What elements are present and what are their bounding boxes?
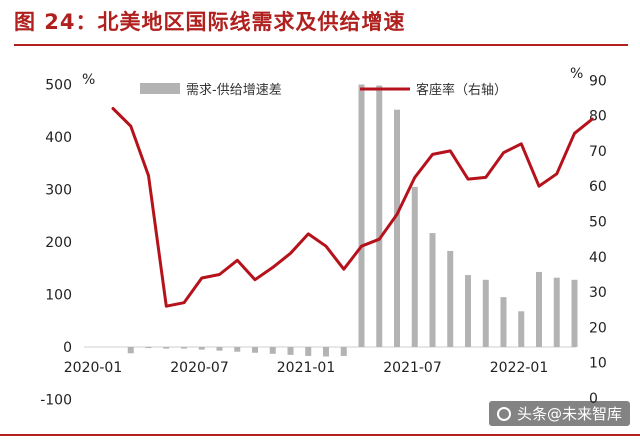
x-axis-tick-label: 2020-07 — [170, 360, 229, 376]
bar-2020-07 — [216, 347, 223, 351]
bar-2020-10 — [269, 347, 276, 354]
bar-2020-04 — [163, 347, 170, 349]
right-axis-tick-label: 0 — [589, 391, 598, 407]
right-axis-tick-label: 80 — [589, 109, 607, 125]
bar-2022-01 — [536, 271, 542, 347]
x-axis-tick-label: 2021-01 — [277, 360, 336, 376]
right-axis-tick-label: 60 — [589, 179, 607, 195]
right-axis-tick-label: 20 — [589, 320, 607, 336]
bar-2021-02 — [340, 347, 347, 356]
bar-2021-12 — [518, 311, 525, 347]
legend-swatch-bar — [140, 83, 180, 94]
left-axis-tick-label: 100 — [45, 288, 72, 304]
bar-2021-06 — [411, 186, 418, 347]
bar-2020-11 — [287, 347, 294, 355]
bar-2021-04 — [376, 85, 383, 348]
legend-label-bar: 需求-供给增速差 — [186, 83, 282, 98]
bar-2021-08 — [447, 250, 454, 347]
watermark-text: 头条@未来智库 — [516, 405, 622, 423]
bar-2022-02 — [553, 277, 560, 347]
left-axis-unit: % — [82, 72, 95, 88]
bar-2020-02 — [127, 347, 134, 354]
line-load-factor — [111, 107, 594, 308]
bar-2021-11 — [500, 297, 507, 347]
left-axis-tick-label: 200 — [45, 235, 72, 251]
title-divider — [14, 44, 628, 46]
bar-2020-03 — [145, 347, 152, 349]
chart-title: 图 24：北美地区国际线需求及供给增速 — [14, 10, 406, 34]
right-axis-tick-label: 10 — [589, 356, 607, 372]
legend-label-line: 客座率（右轴） — [416, 82, 507, 98]
right-axis-tick-label: 50 — [589, 215, 607, 231]
bar-2020-05 — [181, 347, 187, 349]
watermark: 头条@未来智库 — [488, 401, 630, 426]
left-axis-tick-label: 500 — [45, 78, 72, 94]
bar-2020-08 — [234, 347, 241, 352]
right-axis-tick-label: 70 — [589, 144, 607, 160]
left-axis-tick-label: 400 — [45, 130, 72, 146]
x-axis-tick-label: 2022-01 — [490, 360, 549, 376]
bar-2021-09 — [465, 275, 471, 347]
bar-2021-10 — [482, 279, 489, 347]
bar-2020-06 — [198, 347, 205, 350]
left-axis-tick-label: 0 — [63, 340, 72, 356]
bar-2022-03 — [571, 279, 578, 347]
bar-2021-05 — [394, 109, 400, 347]
bar-2020-09 — [252, 347, 258, 353]
bar-2021-01 — [323, 347, 329, 357]
bottom-divider — [0, 434, 640, 436]
bar-2021-07 — [429, 233, 436, 347]
x-axis-tick-label: 2020-01 — [64, 360, 123, 376]
right-axis-tick-label: 40 — [589, 250, 607, 266]
bar-2020-12 — [305, 347, 312, 356]
bar-2021-03 — [358, 84, 365, 347]
left-axis-tick-label: 300 — [45, 183, 72, 199]
x-axis-tick-label: 2021-07 — [383, 360, 442, 376]
right-axis-unit: % — [570, 66, 583, 82]
right-axis-tick-label: 30 — [589, 285, 607, 301]
right-axis-tick-label: 90 — [589, 73, 607, 89]
left-axis-tick-label: -100 — [40, 393, 72, 409]
watermark-icon — [496, 406, 511, 421]
